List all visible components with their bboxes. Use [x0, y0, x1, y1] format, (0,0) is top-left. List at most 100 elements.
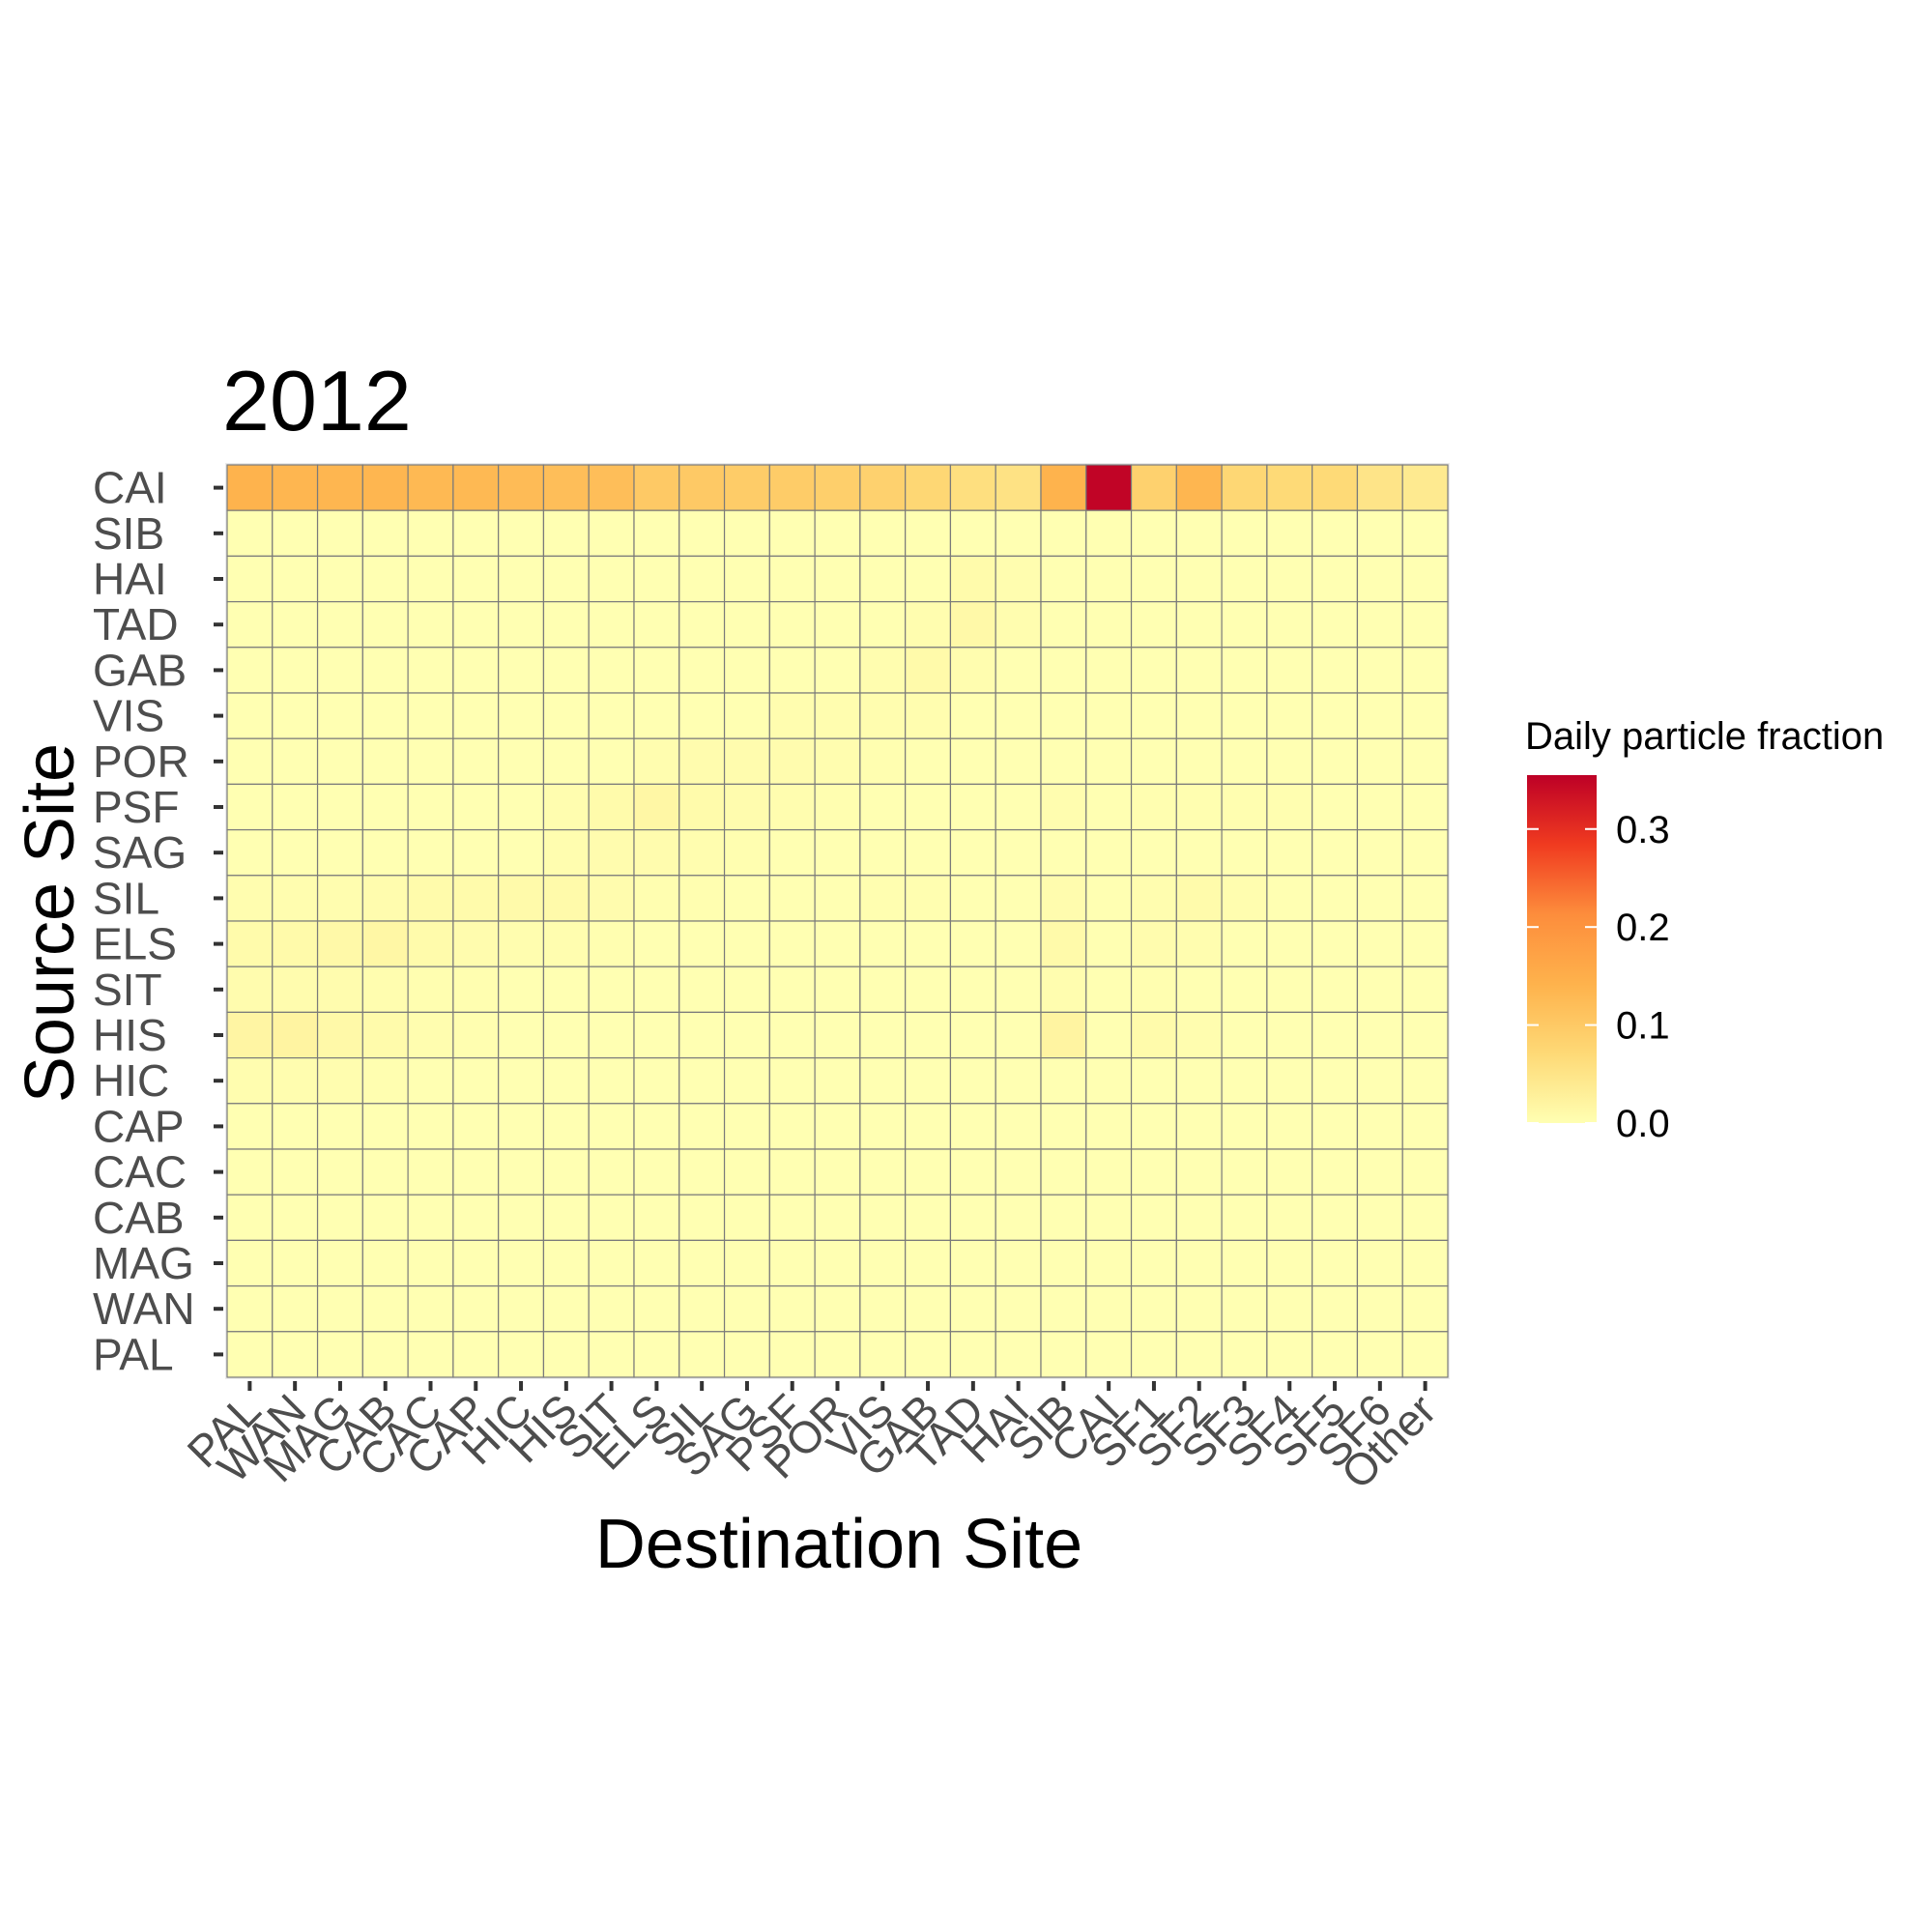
heatmap-cell [226, 1056, 274, 1105]
heatmap-cell [542, 692, 590, 739]
heatmap-cell [1175, 875, 1223, 922]
heatmap-cell [361, 1194, 409, 1241]
heatmap-cell [633, 1011, 680, 1059]
heatmap-cell [859, 600, 907, 649]
heatmap-cell [272, 875, 319, 922]
heatmap-cell [905, 783, 952, 831]
legend: Daily particle fraction 0.0 0.1 0.2 0.3 [1525, 715, 1884, 1145]
heatmap-cell [452, 647, 500, 694]
heatmap-cell [407, 1331, 454, 1378]
heatmap-cell [1266, 737, 1313, 786]
heatmap-cell [1401, 737, 1449, 786]
heatmap-cell [272, 1148, 319, 1196]
heatmap-cell [226, 1148, 274, 1196]
heatmap-cell [995, 1148, 1042, 1196]
heatmap-cell [1401, 828, 1449, 877]
heatmap-cell [949, 555, 996, 603]
heatmap-cell [1040, 1011, 1087, 1059]
heatmap-cell [723, 464, 770, 511]
heatmap-cell [768, 647, 816, 694]
heatmap-cell [723, 1103, 770, 1150]
heatmap-cell [1130, 1148, 1177, 1196]
heatmap-cell [995, 737, 1042, 786]
heatmap-cell [407, 647, 454, 694]
heatmap-cell [1266, 920, 1313, 967]
heatmap-cell [723, 1331, 770, 1378]
heatmap-cell [588, 509, 635, 558]
heatmap-cell [452, 464, 500, 511]
heatmap-cell [1085, 920, 1133, 967]
heatmap-cell [905, 966, 952, 1014]
heatmap-cell [1356, 464, 1403, 511]
heatmap-cell [768, 1284, 816, 1333]
heatmap-cell [498, 509, 545, 558]
heatmap-cell [723, 875, 770, 922]
heatmap-cell [498, 1056, 545, 1105]
heatmap-cell [588, 966, 635, 1014]
heatmap-cell [1266, 1103, 1313, 1150]
heatmap-cell [905, 875, 952, 922]
heatmap-cell [949, 1331, 996, 1378]
heatmap-cell [859, 737, 907, 786]
heatmap-cell [1312, 1103, 1359, 1150]
heatmap-cell [905, 737, 952, 786]
heatmap-cell [316, 692, 363, 739]
heatmap-cell [588, 600, 635, 649]
heatmap-cells [226, 464, 1449, 1378]
heatmap-cell [859, 555, 907, 603]
heatmap-cell [588, 1239, 635, 1287]
heatmap-cell [452, 555, 500, 603]
heatmap-cell [949, 1056, 996, 1105]
heatmap-cell [361, 692, 409, 739]
heatmap-cell [226, 828, 274, 877]
heatmap-cell [1401, 600, 1449, 649]
heatmap-cell [1130, 1103, 1177, 1150]
heatmap-cell [995, 600, 1042, 649]
heatmap-cell [407, 1239, 454, 1287]
heatmap-cell [768, 737, 816, 786]
heatmap-cell [1040, 737, 1087, 786]
heatmap-cell [1221, 1331, 1268, 1378]
heatmap-cell [1175, 920, 1223, 967]
heatmap-cell [1312, 1194, 1359, 1241]
heatmap-cell [1356, 1148, 1403, 1196]
heatmap-cell [407, 1011, 454, 1059]
heatmap-cell [1085, 1011, 1133, 1059]
heatmap-cell [859, 1103, 907, 1150]
heatmap-cell [226, 692, 274, 739]
heatmap-cell [1312, 1239, 1359, 1287]
heatmap-cell [542, 783, 590, 831]
heatmap-cell [1401, 1011, 1449, 1059]
heatmap-cell [768, 875, 816, 922]
heatmap-cell [1356, 1331, 1403, 1378]
heatmap-cell [633, 1331, 680, 1378]
heatmap-cell [1221, 1103, 1268, 1150]
heatmap-cell [452, 1331, 500, 1378]
heatmap-cell [949, 1284, 996, 1333]
heatmap-cell [678, 1011, 726, 1059]
heatmap-cell [859, 464, 907, 511]
heatmap-cell [542, 647, 590, 694]
heatmap-cell [1312, 1331, 1359, 1378]
heatmap-cell [1401, 1103, 1449, 1150]
heatmap-cell [361, 555, 409, 603]
heatmap-cell [452, 600, 500, 649]
heatmap-cell [1356, 692, 1403, 739]
heatmap-cell [1266, 509, 1313, 558]
heatmap-cell [678, 1148, 726, 1196]
heatmap-cell [905, 692, 952, 739]
heatmap-cell [407, 966, 454, 1014]
heatmap-cell [678, 692, 726, 739]
y-tick-label: POR [93, 736, 189, 787]
heatmap-cell [1221, 1194, 1268, 1241]
heatmap-cell [1266, 1284, 1313, 1333]
heatmap-cell [316, 509, 363, 558]
heatmap-cell [1266, 1011, 1313, 1059]
heatmap-cell [1130, 555, 1177, 603]
heatmap-cell [1401, 1148, 1449, 1196]
heatmap-cell [588, 647, 635, 694]
heatmap-cell [361, 464, 409, 511]
heatmap-cell [316, 1239, 363, 1287]
heatmap-cell [1312, 875, 1359, 922]
heatmap-cell [814, 1103, 861, 1150]
